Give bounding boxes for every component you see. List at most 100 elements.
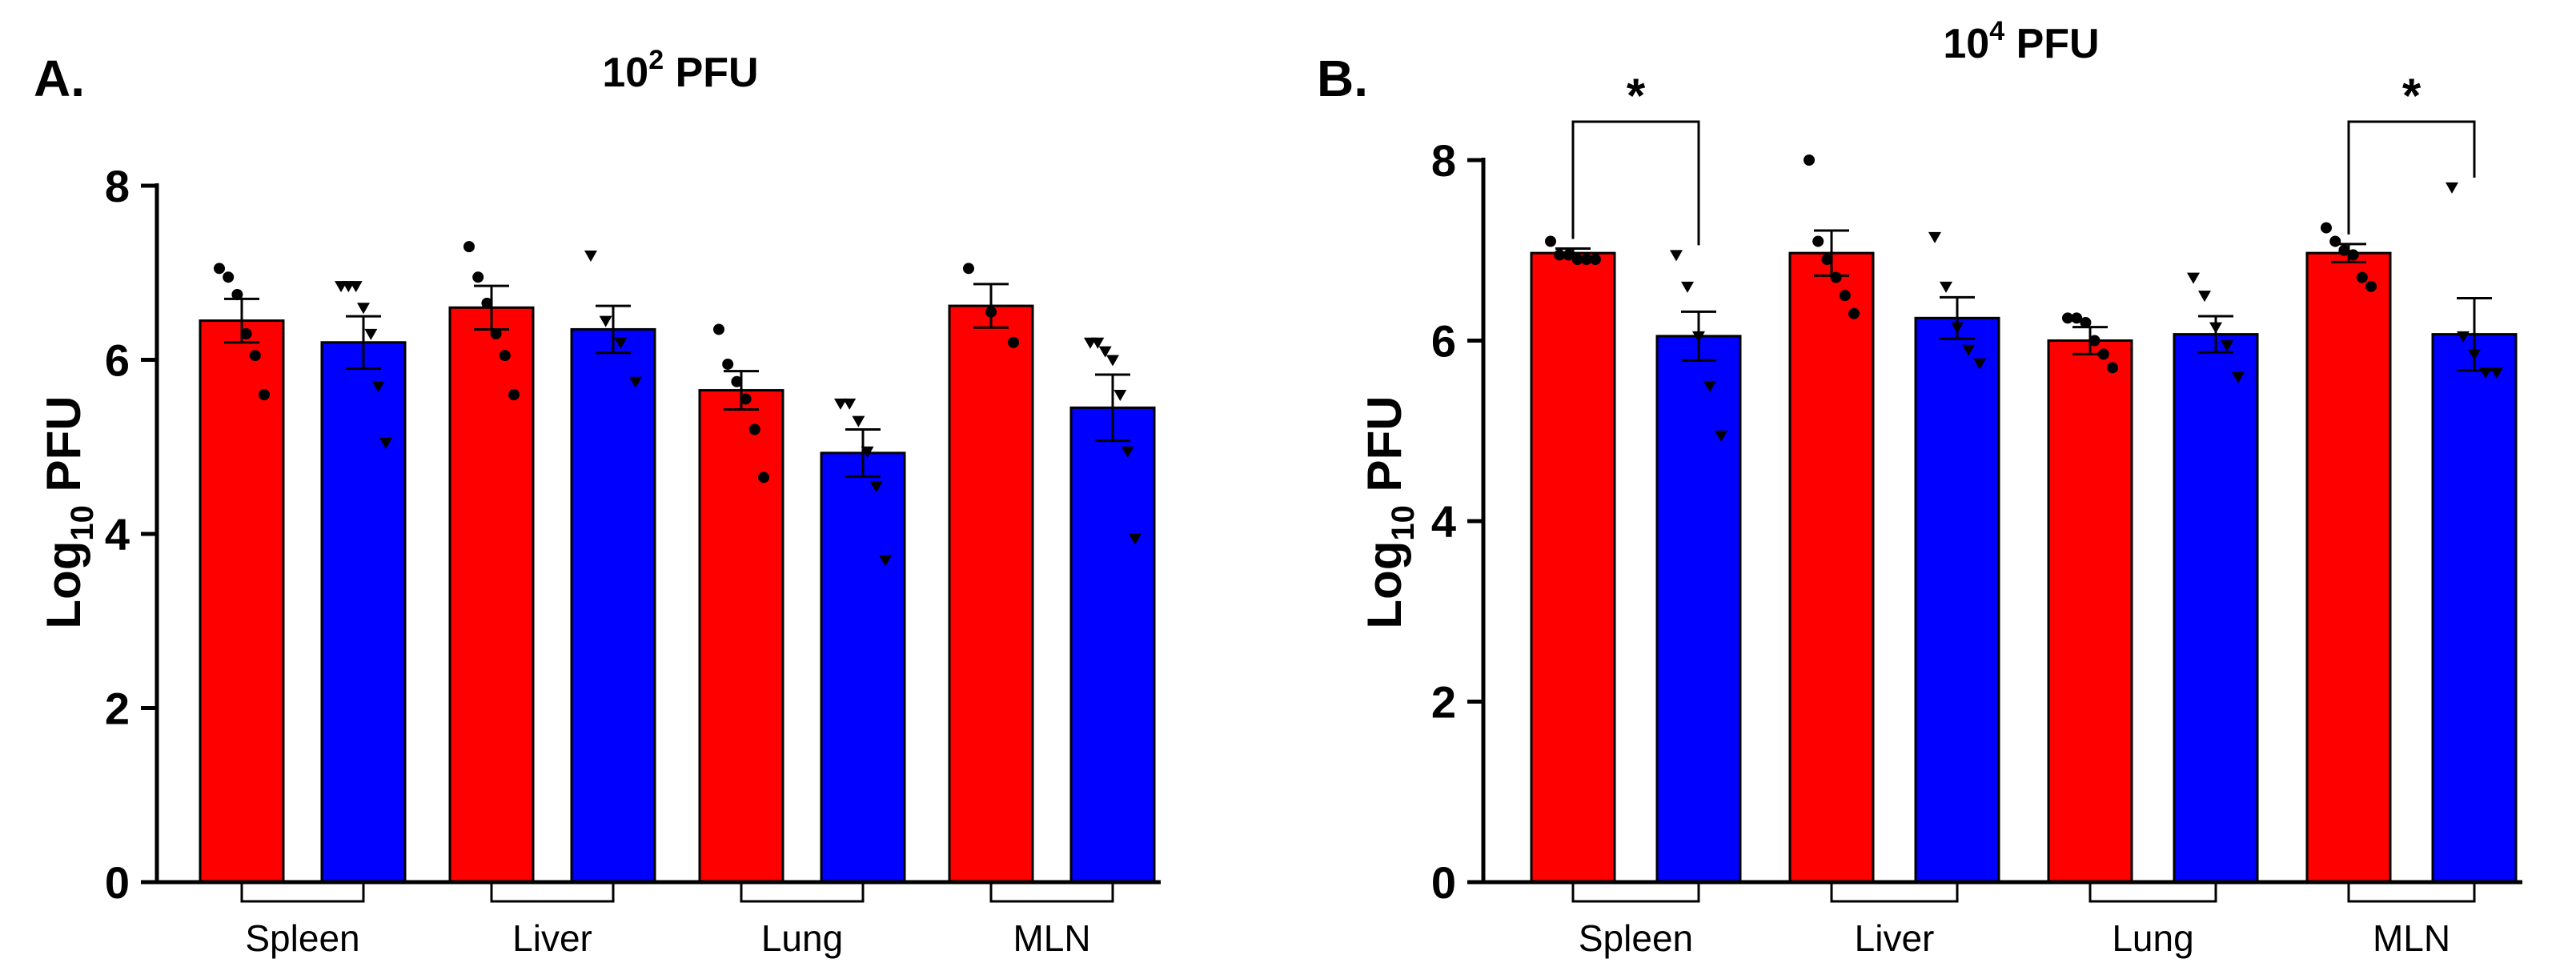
panel-a-data-point-2-0 (758, 471, 769, 483)
panel-b-significance-star: * (2402, 69, 2422, 122)
panel-a-data-point-3-1 (1098, 346, 1112, 358)
panel-a-x-tick-label-liver: Liver (512, 917, 592, 959)
panel-a: A. 102 PFU Log10 PFU (34, 45, 759, 629)
panel-b-data-point-3-0 (2347, 249, 2359, 261)
panel-a-y-axis-label: Log10 PFU (37, 395, 100, 628)
panel-a-bar-lung-1 (820, 451, 906, 884)
panel-b-label: B. (1317, 50, 1368, 107)
panel-a-category-bracket-mln (989, 882, 1114, 903)
panel-b-data-point-1-1 (1962, 344, 1975, 356)
panel-b-bar-spleen-0 (1530, 251, 1616, 884)
panel-b-title: 104 PFU (1943, 16, 2099, 67)
panel-b-data-point-2-1 (2232, 371, 2245, 383)
panel-a-y-tick-label: 6 (105, 335, 130, 386)
panel-b-data-point-1-1 (1973, 358, 1986, 370)
panel-a-data-point-0-0 (214, 263, 225, 275)
panel-a-y-tick-label: 8 (105, 161, 130, 211)
panel-b-category-bracket-mln (2347, 882, 2476, 903)
panel-a-bar-liver-0 (448, 306, 535, 884)
panel-b-data-point-0-0 (1563, 249, 1575, 261)
panel-b-data-point-0-0 (1545, 235, 1556, 247)
panel-a-y-tick-label: 2 (105, 684, 130, 734)
panel-b-bar-mln-0 (2305, 251, 2392, 884)
panel-b-data-point-3-1 (2446, 182, 2458, 194)
panel-a-data-point-1-0 (463, 241, 475, 253)
panel-a-data-point-0-0 (240, 327, 252, 339)
panel-a-category-bracket-lung (740, 882, 865, 903)
panel-b-data-point-3-1 (2479, 367, 2492, 379)
panel-b-bar-lung-0 (2047, 339, 2133, 884)
panel-a-data-point-3-1 (1106, 355, 1119, 367)
panel-b-data-point-3-0 (2321, 222, 2332, 234)
panel-a-data-point-0-1 (357, 303, 370, 315)
panel-b-data-point-2-1 (2187, 272, 2200, 284)
panel-b-data-point-0-1 (1681, 281, 1694, 293)
panel-a-bar-mln-0 (948, 304, 1034, 884)
panel-a-data-point-3-0 (985, 306, 997, 318)
panel-b-data-point-3-0 (2365, 280, 2377, 292)
panel-a-data-point-3-1 (1113, 390, 1127, 401)
panel-a-data-point-2-1 (834, 398, 847, 410)
panel-a-data-point-1-1 (614, 337, 628, 349)
panel-b-data-point-1-0 (1848, 307, 1860, 319)
panel-a-data-point-0-0 (223, 271, 235, 283)
panel-a-plot: 0 2 4 6 8 Spleen Liver Lung MLN (105, 161, 1161, 959)
panel-a-data-point-0-0 (259, 389, 270, 400)
panel-b-x-tick-label-mln: MLN (2373, 917, 2450, 959)
panel-b-data-point-2-0 (2107, 362, 2118, 374)
panel-a-data-point-0-1 (371, 381, 385, 393)
panel-b-data-point-1-1 (1940, 281, 1952, 293)
panel-a-data-point-2-0 (722, 358, 734, 370)
panel-b-data-point-1-0 (1812, 235, 1824, 247)
panel-a-data-point-3-1 (1121, 446, 1134, 458)
panel-b-data-point-0-0 (1590, 254, 1601, 266)
panel-b-data-point-1-1 (1928, 231, 1941, 243)
panel-a-data-point-1-1 (599, 315, 612, 327)
panel-b-bar-mln-1 (2431, 333, 2518, 884)
panel-b-y-tick-label: 4 (1431, 496, 1456, 547)
panel-a-category-bracket-liver (490, 882, 615, 903)
panel-b-data-point-1-0 (1804, 154, 1815, 166)
panel-a-x-tick-label-mln: MLN (1013, 917, 1090, 959)
panel-b: B. 104 PFU Log10 PFU (1317, 16, 2100, 629)
panel-b-y-axis-label: Log10 PFU (1358, 395, 1421, 628)
panel-b-data-point-2-1 (2221, 340, 2233, 352)
panel-b-data-point-3-0 (2356, 271, 2368, 283)
panel-b-data-point-2-0 (2071, 312, 2083, 324)
panel-a-data-point-2-1 (869, 481, 883, 493)
panel-b-bar-spleen-1 (1655, 335, 1742, 884)
panel-a-bar-mln-1 (1069, 406, 1156, 884)
panel-b-data-point-1-0 (1821, 254, 1833, 266)
panel-b-data-point-0-0 (1571, 254, 1583, 266)
panel-b-category-bracket-liver (1830, 882, 1959, 903)
panel-b-data-point-2-1 (2198, 291, 2211, 303)
panel-a-data-point-3-0 (963, 263, 974, 275)
panel-b-data-point-3-1 (2490, 367, 2503, 379)
panel-b-category-bracket-lung (2088, 882, 2217, 903)
panel-a-data-point-1-0 (499, 350, 511, 362)
panel-b-data-point-0-0 (1554, 249, 1566, 261)
panel-b-data-point-3-1 (2457, 331, 2470, 343)
panel-a-title: 102 PFU (602, 45, 758, 96)
panel-b-significance-star: * (1627, 69, 1646, 122)
panel-a-data-point-0-0 (249, 350, 261, 362)
panel-b-data-point-2-0 (2080, 316, 2092, 328)
panel-a-data-point-1-1 (629, 376, 642, 388)
panel-b-data-point-2-0 (2062, 312, 2073, 324)
panel-b-data-point-3-0 (2329, 235, 2341, 247)
panel-b-y-tick-label: 2 (1431, 677, 1456, 728)
panel-b-category-bracket-spleen (1571, 882, 1700, 903)
panel-a-data-point-0-1 (379, 437, 392, 449)
panel-a-bar-lung-0 (698, 389, 784, 884)
panel-a-data-point-3-0 (1008, 336, 1019, 348)
panel-b-data-point-2-0 (2088, 335, 2101, 347)
panel-a-data-point-2-1 (861, 446, 874, 458)
panel-a-data-point-1-0 (508, 389, 520, 400)
panel-a-data-point-2-0 (740, 393, 752, 405)
panel-a-bar-spleen-1 (320, 341, 407, 884)
panel-b-significance-bracket (1571, 120, 1700, 246)
panel-b-data-point-0-0 (1580, 254, 1592, 266)
panel-a-y-tick-label: 0 (105, 857, 130, 908)
panel-a-data-point-0-1 (364, 328, 378, 340)
